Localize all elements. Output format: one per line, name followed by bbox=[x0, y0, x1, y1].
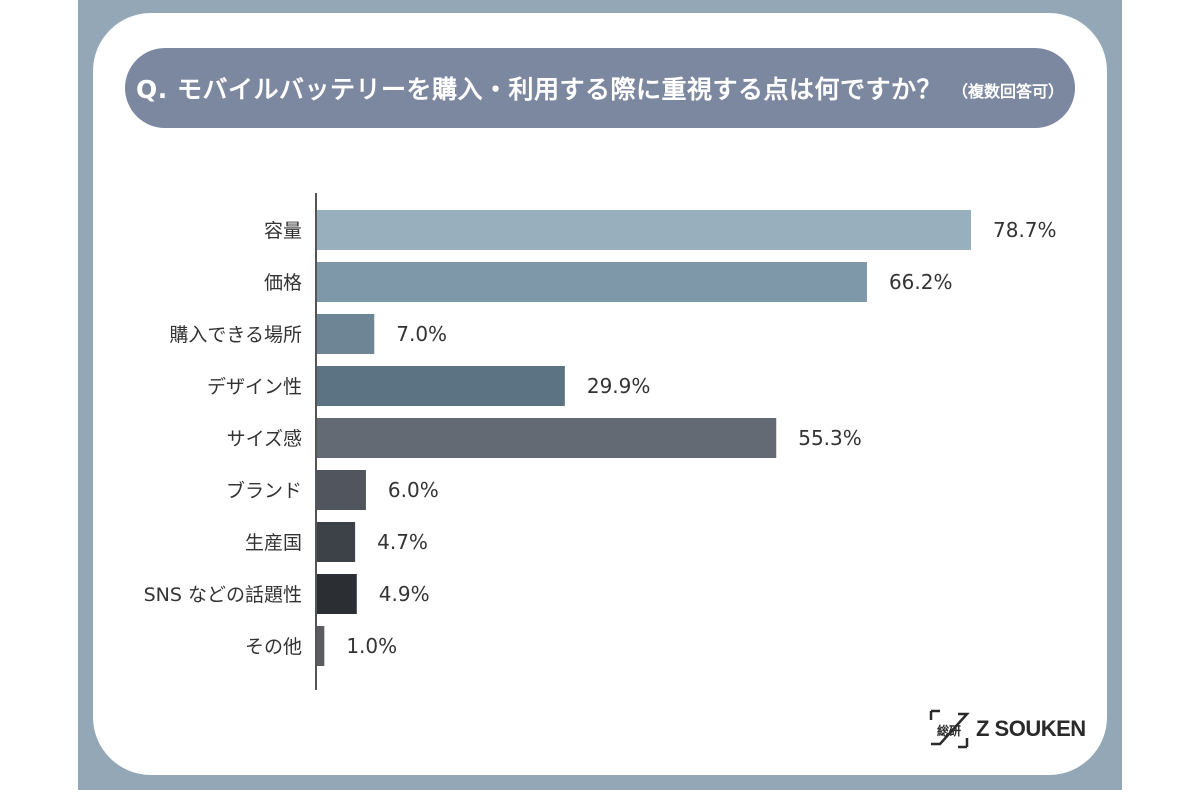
value-label: 78.7% bbox=[993, 218, 1057, 242]
brand-name: Z SOUKEN bbox=[976, 716, 1086, 741]
bar bbox=[316, 470, 366, 510]
question-banner: Q. モバイルバッテリーを購入・利用する際に重視する点は何ですか？ （複数回答可… bbox=[125, 48, 1075, 128]
category-label: 容量 bbox=[264, 220, 302, 242]
bar bbox=[316, 314, 375, 354]
value-label: 55.3% bbox=[798, 426, 862, 450]
category-label: 生産国 bbox=[245, 532, 302, 554]
logo-mark-text: 総研 bbox=[937, 723, 961, 738]
category-label: デザイン性 bbox=[207, 376, 302, 398]
bar bbox=[316, 366, 565, 406]
bar bbox=[316, 574, 357, 614]
bars-layer: 容量 78.7% 価格 66.2% 購入できる場所 7.0% デザイン性 29.9% サイズ感 5… bbox=[144, 210, 1057, 666]
category-label: 購入できる場所 bbox=[169, 324, 302, 346]
category-label: サイズ感 bbox=[227, 428, 302, 450]
question-text: Q. モバイルバッテリーを購入・利用する際に重視する点は何ですか？ bbox=[136, 75, 942, 104]
bar bbox=[316, 626, 325, 666]
brand-logo: 総研 Z SOUKEN bbox=[928, 708, 1086, 750]
souken-logo-mark: 総研 bbox=[929, 709, 970, 749]
value-label: 6.0% bbox=[388, 478, 439, 502]
value-label: 1.0% bbox=[346, 634, 397, 658]
category-label: ブランド bbox=[226, 479, 302, 502]
bar bbox=[316, 262, 867, 302]
value-label: 4.9% bbox=[379, 582, 430, 606]
value-label: 7.0% bbox=[396, 322, 447, 346]
category-label: SNS などの話題性 bbox=[144, 584, 302, 606]
category-label: 価格 bbox=[264, 272, 302, 294]
category-label: その他 bbox=[245, 636, 302, 658]
bar bbox=[316, 210, 971, 250]
bar bbox=[316, 522, 356, 562]
question-note: （複数回答可） bbox=[951, 82, 1064, 101]
value-label: 29.9% bbox=[587, 374, 651, 398]
value-label: 66.2% bbox=[889, 270, 953, 294]
chart-card bbox=[93, 13, 1107, 775]
bar bbox=[316, 418, 777, 458]
value-label: 4.7% bbox=[377, 530, 428, 554]
